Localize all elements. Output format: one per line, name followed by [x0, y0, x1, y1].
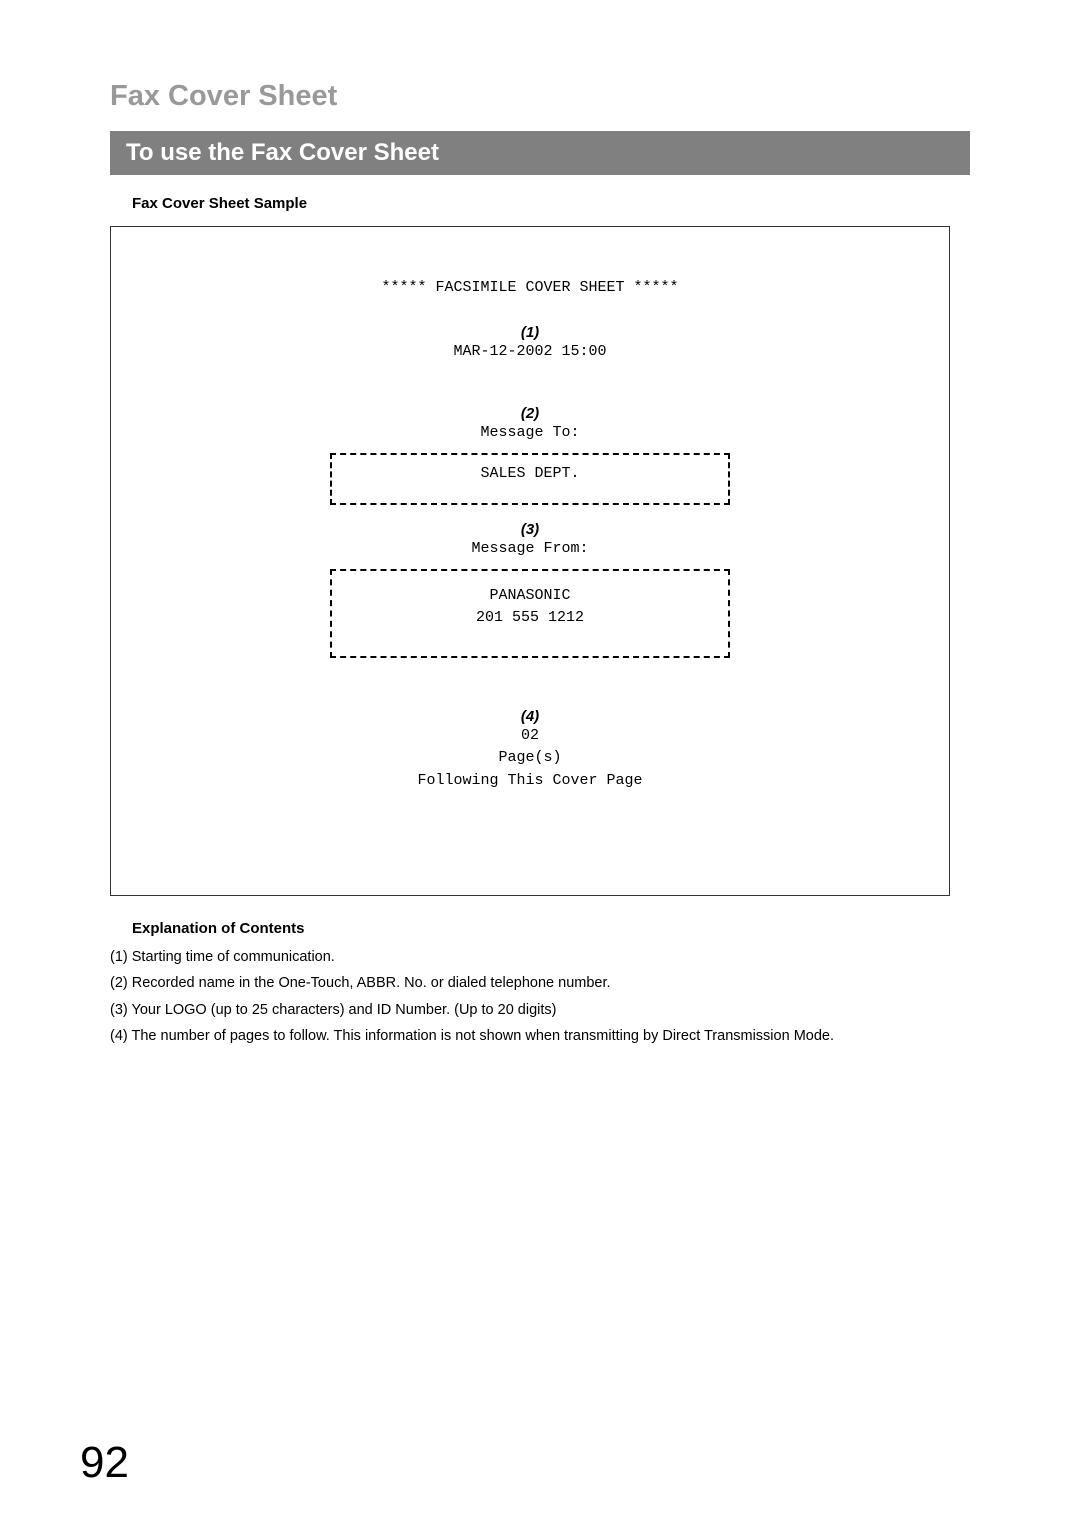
page-title: Fax Cover Sheet — [110, 80, 970, 113]
message-from-name: PANASONIC — [332, 585, 728, 608]
explanation-item-2: (2) Recorded name in the One-Touch, ABBR… — [110, 973, 970, 993]
callout-4: (4) — [131, 708, 929, 725]
explanation-item-4: (4) The number of pages to follow. This … — [110, 1026, 970, 1046]
callout-3: (3) — [131, 521, 929, 538]
message-to-value: SALES DEPT. — [332, 463, 728, 486]
pages-note: Following This Cover Page — [131, 770, 929, 793]
callout-2: (2) — [131, 405, 929, 422]
message-from-label: Message From: — [131, 538, 929, 561]
message-to-label: Message To: — [131, 422, 929, 445]
pages-count: 02 — [131, 725, 929, 748]
explanation-title: Explanation of Contents — [132, 920, 970, 937]
section-heading-bar: To use the Fax Cover Sheet — [110, 131, 970, 175]
sample-label: Fax Cover Sheet Sample — [132, 195, 970, 212]
cover-sheet-sample-box: ***** FACSIMILE COVER SHEET ***** (1) MA… — [110, 226, 950, 896]
cover-heading: ***** FACSIMILE COVER SHEET ***** — [131, 277, 929, 300]
message-from-number: 201 555 1212 — [332, 607, 728, 630]
explanation-item-1: (1) Starting time of communication. — [110, 947, 970, 967]
pages-label: Page(s) — [131, 747, 929, 770]
message-to-box: SALES DEPT. — [330, 453, 730, 506]
message-from-box: PANASONIC 201 555 1212 — [330, 569, 730, 658]
callout-1: (1) — [131, 324, 929, 341]
cover-datetime: MAR-12-2002 15:00 — [131, 341, 929, 364]
explanation-item-3: (3) Your LOGO (up to 25 characters) and … — [110, 1000, 970, 1020]
page-number: 92 — [80, 1438, 129, 1488]
